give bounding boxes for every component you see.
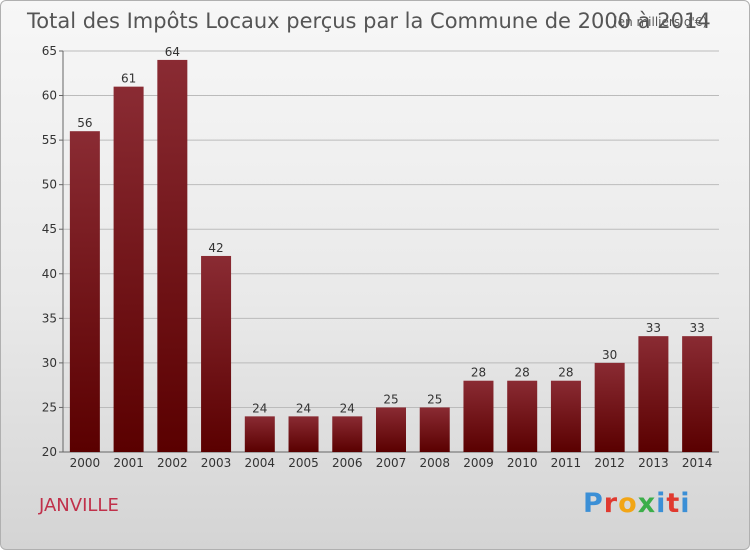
logo-letter: o bbox=[618, 488, 638, 519]
value-label: 25 bbox=[427, 392, 442, 406]
value-label: 56 bbox=[77, 116, 92, 130]
commune-name: JANVILLE bbox=[39, 495, 119, 516]
x-tick-label: 2012 bbox=[594, 456, 625, 470]
chart-title: Total des Impôts Locaux perçus par la Co… bbox=[26, 9, 711, 33]
bar-2007 bbox=[376, 407, 406, 452]
bar-2010 bbox=[507, 380, 538, 452]
x-tick-label: 2011 bbox=[551, 456, 582, 470]
value-label: 28 bbox=[558, 366, 573, 380]
logo-letter: i bbox=[680, 488, 691, 519]
y-tick-label: 45 bbox=[42, 222, 57, 236]
logo-letter: x bbox=[637, 488, 657, 519]
value-label: 24 bbox=[340, 401, 355, 415]
x-tick-label: 2000 bbox=[70, 456, 101, 470]
bar-2001 bbox=[113, 86, 144, 453]
x-tick-label: 2009 bbox=[463, 456, 494, 470]
value-label: 33 bbox=[689, 321, 704, 335]
bar-2014 bbox=[682, 336, 713, 452]
value-label: 28 bbox=[471, 366, 486, 380]
x-tick-label: 2010 bbox=[507, 456, 538, 470]
y-tick-labels: 20 25 30 35 40 45 50 55 60 65 bbox=[42, 44, 57, 459]
x-tick-label: 2008 bbox=[419, 456, 450, 470]
x-tick-label: 2014 bbox=[682, 456, 713, 470]
x-tick-label: 2007 bbox=[376, 456, 407, 470]
x-tick-label: 2004 bbox=[245, 456, 276, 470]
value-label: 24 bbox=[252, 401, 267, 415]
bar-2005 bbox=[288, 416, 319, 452]
y-tick-label: 50 bbox=[42, 178, 57, 192]
logo-letter: t bbox=[666, 488, 681, 519]
value-label: 25 bbox=[383, 392, 398, 406]
bar-2006 bbox=[332, 416, 363, 452]
y-tick-label: 55 bbox=[42, 133, 57, 147]
bar-2003 bbox=[201, 255, 232, 452]
value-label: 42 bbox=[208, 241, 223, 255]
x-tick-label: 2003 bbox=[201, 456, 232, 470]
value-label: 61 bbox=[121, 72, 136, 86]
proxiti-logo: Proxiti bbox=[583, 488, 691, 519]
y-tick-label: 35 bbox=[42, 311, 57, 325]
x-tick-label: 2006 bbox=[332, 456, 363, 470]
x-tick-label: 2002 bbox=[157, 456, 188, 470]
value-label: 30 bbox=[602, 348, 617, 362]
bar-2009 bbox=[463, 380, 494, 452]
value-label: 24 bbox=[296, 401, 311, 415]
x-tick-labels: 2000 2001 2002 2003 2004 2005 2006 2007 2008 2009… bbox=[70, 456, 713, 470]
y-tick-label: 30 bbox=[42, 356, 57, 370]
y-tick-label: 65 bbox=[42, 44, 57, 58]
value-label: 28 bbox=[515, 366, 530, 380]
logo-letter: i bbox=[656, 488, 667, 519]
bar-2000 bbox=[69, 131, 100, 452]
y-tick-label: 25 bbox=[42, 400, 57, 414]
x-tick-label: 2005 bbox=[288, 456, 319, 470]
logo-letter: P bbox=[583, 488, 604, 519]
bars bbox=[69, 59, 713, 453]
bar-2004 bbox=[244, 416, 275, 452]
chart-unit: (en milliers d'€) bbox=[613, 15, 707, 29]
value-labels: 56 61 64 42 24 24 24 25 25 28 28 28 30 33 33 bbox=[77, 45, 705, 415]
bar-2011 bbox=[550, 380, 581, 452]
value-label: 64 bbox=[165, 45, 180, 59]
x-tick-label: 2013 bbox=[638, 456, 669, 470]
logo-letter: r bbox=[603, 488, 619, 519]
y-tick-label: 40 bbox=[42, 267, 57, 281]
value-label: 33 bbox=[646, 321, 661, 335]
y-tick-label: 20 bbox=[42, 445, 57, 459]
bar-2013 bbox=[638, 336, 669, 452]
y-tick-label: 60 bbox=[42, 89, 57, 103]
bar-2002 bbox=[157, 59, 188, 453]
bar-2012 bbox=[594, 362, 625, 452]
x-tick-label: 2001 bbox=[113, 456, 144, 470]
bar-2008 bbox=[419, 407, 450, 452]
